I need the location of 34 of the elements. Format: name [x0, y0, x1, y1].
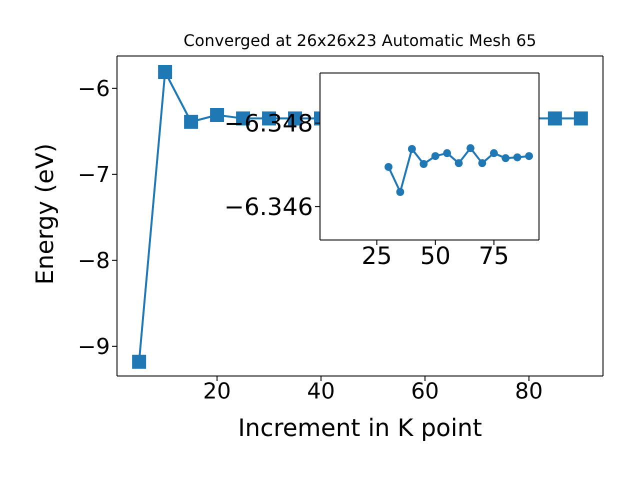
x-tick-label: 50 — [420, 242, 451, 270]
point — [478, 159, 486, 168]
x-tick-label: 75 — [478, 242, 510, 270]
y-tick-label: −7 — [78, 163, 110, 188]
point — [396, 188, 404, 196]
point — [408, 144, 416, 153]
point — [454, 159, 463, 168]
y-tick-label: −6 — [78, 77, 110, 102]
y-tick-label: −8 — [78, 249, 110, 274]
point — [490, 149, 498, 158]
point — [420, 160, 428, 168]
point — [384, 162, 393, 171]
point — [158, 64, 172, 79]
x-tick-label: 20 — [203, 380, 232, 405]
point — [466, 144, 474, 152]
y-tick-label: −6.346 — [224, 193, 313, 222]
x-tick-label: 60 — [410, 380, 439, 405]
point — [431, 152, 440, 160]
y-tick-label: −9 — [78, 335, 110, 360]
point — [132, 354, 146, 369]
point — [548, 111, 562, 126]
point — [443, 149, 452, 158]
x-tick-label: 25 — [362, 242, 392, 270]
point — [513, 153, 522, 162]
x-tick-label: 80 — [514, 380, 543, 405]
x-tick-label: 40 — [307, 380, 336, 405]
chart-title: Converged at 26x26x23 Automatic Mesh 65 — [182, 31, 538, 50]
y-axis-title: Energy (eV) — [31, 142, 59, 287]
point — [210, 108, 224, 122]
point — [574, 111, 588, 126]
point — [184, 114, 198, 129]
point — [525, 152, 534, 160]
x-axis-title: Increment in K point — [236, 414, 484, 442]
point — [502, 154, 510, 162]
